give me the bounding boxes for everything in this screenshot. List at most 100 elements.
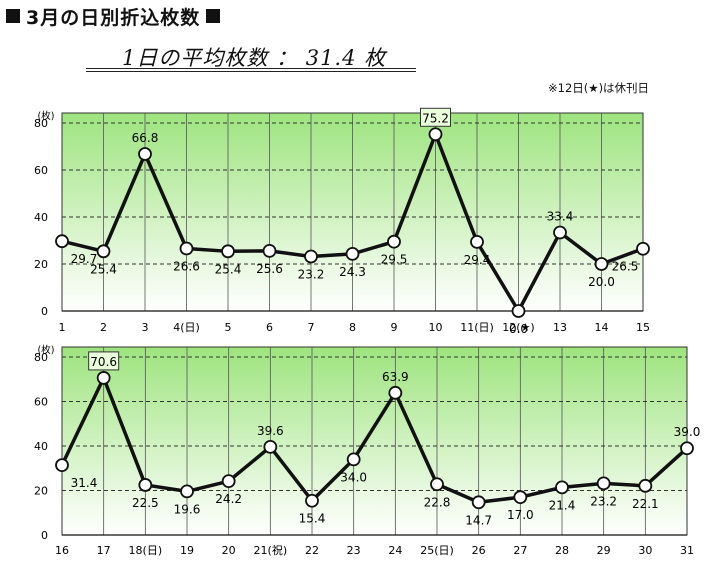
x-tick-label: 2 xyxy=(100,321,107,334)
data-point xyxy=(388,385,403,400)
data-point xyxy=(221,244,235,259)
x-tick-label: 11(日) xyxy=(460,321,494,334)
x-tick-label: 23 xyxy=(347,544,361,557)
chart-march-16-31: 0 20 40 60 80(枚) 16 17 18(日) 19 20 21(祝) 22 23 24 25(日… xyxy=(34,344,700,557)
data-point xyxy=(555,480,569,495)
data-point xyxy=(179,241,194,256)
x-tick-label: 1 xyxy=(59,321,66,334)
peak-value-box xyxy=(88,351,120,371)
data-value-label: 15.4 xyxy=(299,512,326,526)
x-tick-label: 17 xyxy=(97,544,111,557)
data-point xyxy=(96,244,111,259)
data-value-label: 66.8 xyxy=(132,131,159,145)
x-tick-label: 14 xyxy=(595,321,609,334)
data-value-label: 75.2 xyxy=(422,111,449,125)
data-point xyxy=(636,241,650,256)
data-point xyxy=(430,477,444,492)
x-tick-label: 9 xyxy=(391,321,398,334)
data-point xyxy=(138,147,152,161)
data-point xyxy=(594,257,609,271)
x-tick-label: 4(日) xyxy=(173,321,200,334)
x-tick-label: 29 xyxy=(597,544,611,557)
square-bullet-icon xyxy=(6,9,20,23)
data-point xyxy=(638,478,653,493)
data-value-label: 25.4 xyxy=(215,262,242,276)
data-value-label: 22.5 xyxy=(132,496,159,510)
y-tick-label: 60 xyxy=(34,164,48,177)
holiday-note: ※12日(★)は休刊日 xyxy=(548,81,650,95)
page-title: 3月の日別折込枚数 xyxy=(26,6,201,29)
x-tick-label: 24 xyxy=(388,544,402,557)
y-tick-label: 20 xyxy=(34,258,48,271)
x-tick-label: 13 xyxy=(553,321,567,334)
x-tick-label: 16 xyxy=(55,544,69,557)
data-value-label: 63.9 xyxy=(382,370,409,384)
y-axis-label: (枚) xyxy=(38,344,55,356)
data-point xyxy=(96,371,111,385)
x-tick-label: 5 xyxy=(225,321,232,334)
data-point xyxy=(345,246,360,261)
x-tick-label: 15 xyxy=(636,321,650,334)
data-value-label: 26.6 xyxy=(173,259,200,273)
data-point xyxy=(180,484,194,499)
data-point xyxy=(263,439,278,454)
data-value-label: 25.4 xyxy=(90,262,117,276)
x-tick-label: 20 xyxy=(222,544,236,557)
data-value-label: 23.2 xyxy=(590,494,617,508)
data-value-label: 24.2 xyxy=(215,492,242,506)
y-tick-label: 20 xyxy=(34,485,48,498)
data-point xyxy=(262,243,277,258)
data-value-label: 22.8 xyxy=(424,495,451,509)
peak-value-box xyxy=(420,107,451,127)
data-value-label: 0.0 xyxy=(509,322,528,336)
data-value-label: 23.2 xyxy=(298,267,325,281)
x-tick-label: 30 xyxy=(638,544,652,557)
square-bullet-icon xyxy=(206,9,221,23)
y-tick-label: 60 xyxy=(34,396,48,409)
x-tick-label: 26 xyxy=(472,544,486,557)
data-point xyxy=(305,493,319,508)
x-tick-label: 22 xyxy=(305,544,319,557)
x-tick-label: 8 xyxy=(349,321,356,334)
y-tick-label: 40 xyxy=(34,211,48,224)
y-tick-label: 80 xyxy=(34,117,48,130)
x-tick-label: 18(日) xyxy=(129,544,163,557)
average-label: 1日の平均枚数 ： 31.4 枚 xyxy=(122,46,387,70)
data-point xyxy=(221,474,236,489)
data-point xyxy=(428,127,443,142)
data-point xyxy=(304,249,318,264)
x-tick-label: 21(祝) xyxy=(254,543,288,557)
data-value-label: 29.7 xyxy=(71,252,98,266)
x-tick-label: 31 xyxy=(680,544,694,557)
data-point xyxy=(471,495,486,510)
data-value-label: 20.0 xyxy=(588,275,615,289)
data-value-label: 17.0 xyxy=(507,508,534,522)
data-point xyxy=(553,225,567,240)
data-point xyxy=(138,478,153,492)
data-value-label: 25.6 xyxy=(256,262,283,276)
x-tick-label: 3 xyxy=(142,321,149,334)
data-value-label: 33.4 xyxy=(547,210,574,224)
y-tick-label: 40 xyxy=(34,440,48,453)
title-row: 3月の日別折込枚数 xyxy=(6,4,221,29)
data-point xyxy=(470,235,484,249)
data-point xyxy=(55,234,69,249)
data-value-label: 34.0 xyxy=(340,470,367,484)
x-tick-label: 25(日) xyxy=(420,544,454,557)
underline-divider xyxy=(86,71,416,72)
plot-area xyxy=(61,346,688,536)
data-value-label: 39.6 xyxy=(257,424,284,438)
y-axis-label: (枚) xyxy=(38,110,55,122)
data-point xyxy=(346,452,361,467)
y-tick-label: 0 xyxy=(41,305,48,318)
data-value-label: 29.5 xyxy=(381,253,408,267)
data-value-label: 26.5 xyxy=(612,260,639,274)
data-point xyxy=(387,234,401,249)
x-tick-label: 6 xyxy=(266,321,273,334)
data-value-label: 19.6 xyxy=(174,502,201,516)
data-point xyxy=(513,490,528,505)
data-value-label: 70.6 xyxy=(90,355,117,369)
average-banner: 1日の平均枚数 ： 31.4 枚 xyxy=(86,40,416,72)
y-tick-label: 80 xyxy=(34,351,48,364)
series-line xyxy=(60,376,689,505)
